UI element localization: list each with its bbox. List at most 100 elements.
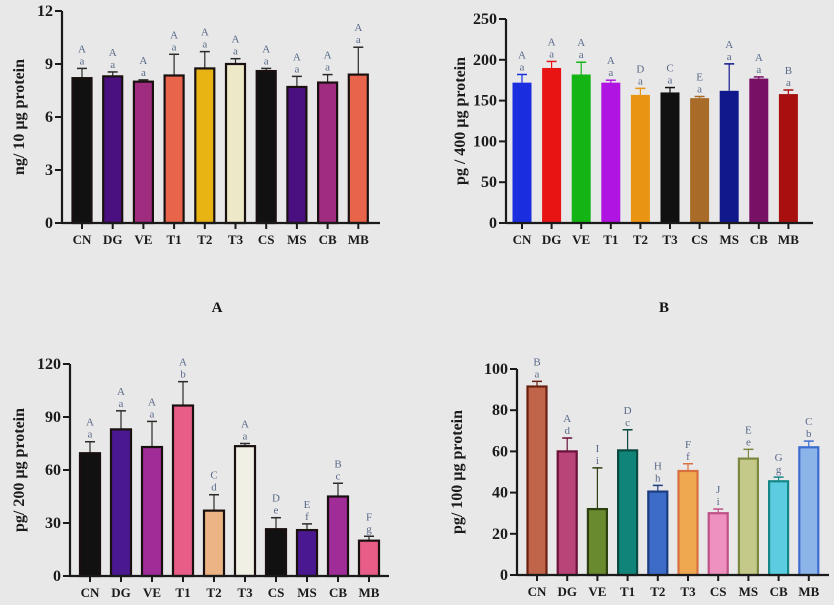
sig-letter-lower: d (564, 425, 570, 437)
sig-letter-lower: d (211, 482, 217, 494)
sig-letter-upper: A (577, 37, 585, 49)
y-tick-label: 3 (45, 162, 53, 179)
y-tick-label: 150 (473, 93, 497, 110)
sig-letter-lower: g (776, 464, 782, 476)
x-tick-label: T3 (680, 584, 696, 599)
x-tick-label: MS (287, 232, 307, 247)
x-tick-label: MB (359, 585, 380, 600)
bar-t1 (616, 449, 639, 577)
sig-letter-lower: b (180, 369, 186, 381)
panel-label-b: B (659, 300, 669, 316)
sig-letter-upper: A (548, 36, 556, 48)
y-axis-label: ng/ 10 µg protein (11, 59, 28, 175)
sig-letter-lower: a (141, 67, 146, 79)
sig-letter-lower: a (756, 64, 761, 76)
sig-letter-lower: h (655, 472, 661, 484)
bar-t1 (171, 404, 195, 578)
y-tick-label: 12 (37, 3, 53, 20)
sig-letter-lower: a (88, 429, 93, 441)
sig-letter-upper: B (533, 356, 540, 368)
sig-letter-upper: E (304, 499, 311, 511)
x-tick-label: T1 (620, 584, 635, 599)
sig-letter-lower: a (202, 39, 207, 51)
sig-letter-lower: a (668, 75, 673, 87)
sig-letter-upper: B (334, 458, 341, 470)
sig-letter-lower: a (264, 55, 269, 67)
chart-b: pg / 400 µg protein aACNaADGaAVEaAT1aDT2a… (452, 11, 813, 247)
sig-letter-upper: A (117, 386, 125, 398)
sig-letter-upper: H (654, 460, 662, 472)
y-tick-label: 0 (53, 568, 61, 585)
bar-dg (542, 67, 562, 224)
bar-mb (778, 94, 798, 224)
y-tick-label: 60 (45, 462, 61, 479)
x-tick-label: MB (798, 584, 819, 599)
y-tick-label: 0 (45, 215, 53, 232)
bar-t2 (630, 94, 650, 223)
sig-letter-lower: a (243, 431, 248, 443)
sig-letter-lower: b (806, 428, 812, 440)
bar-cn (71, 77, 93, 225)
bar-cs (707, 512, 729, 577)
x-tick-label: MS (739, 584, 759, 599)
sig-letter-lower: a (535, 368, 540, 380)
sig-letter-lower: c (336, 470, 341, 482)
bar-t2 (194, 67, 216, 225)
y-tick-label: 80 (492, 402, 508, 419)
sig-letter-lower: a (172, 41, 177, 53)
y-tick-label: 250 (473, 11, 497, 28)
sig-letter-upper: A (201, 27, 209, 39)
sig-letter-upper: D (636, 63, 644, 75)
y-tick-label: 60 (492, 443, 508, 460)
sig-letter-upper: D (624, 405, 632, 417)
bar-mb (357, 539, 381, 578)
bar-dg (102, 75, 124, 225)
sig-letter-lower: a (520, 61, 525, 73)
x-tick-label: T3 (228, 232, 244, 247)
x-tick-label: MS (719, 232, 739, 247)
sig-letter-lower: a (579, 49, 584, 61)
sig-letter-lower: i (717, 496, 720, 508)
y-tick-label: 100 (473, 133, 497, 150)
sig-letter-upper: B (785, 65, 792, 77)
sig-letter-upper: A (518, 49, 526, 61)
bar-t1 (601, 82, 621, 223)
bar-mb (798, 446, 820, 577)
sig-letter-upper: A (563, 413, 571, 425)
sig-letter-upper: F (685, 439, 691, 451)
sig-letter-upper: A (232, 34, 240, 46)
x-tick-label: MS (297, 585, 317, 600)
x-tick-label: VE (134, 232, 152, 247)
sig-letter-lower: a (638, 75, 643, 87)
x-tick-label: CS (268, 585, 285, 600)
x-tick-label: CN (528, 584, 547, 599)
x-tick-label: T1 (603, 232, 618, 247)
bar-mb (347, 73, 369, 225)
y-axis-label: pg / 400 µg protein (452, 57, 469, 185)
y-tick-label: 50 (481, 174, 497, 191)
y-tick-label: 100 (484, 361, 508, 378)
sig-letter-lower: a (119, 398, 124, 410)
bar-ms (286, 85, 308, 225)
x-tick-label: T2 (650, 584, 665, 599)
bar-ms (737, 457, 760, 577)
bar-cn (512, 82, 532, 223)
sig-letter-upper: A (139, 55, 147, 67)
sig-letter-upper: A (241, 419, 249, 431)
x-tick-label: VE (143, 585, 161, 600)
sig-letter-lower: e (274, 505, 279, 517)
sig-letter-upper: A (148, 396, 156, 408)
sig-letter-upper: I (596, 443, 600, 455)
sig-letter-upper: C (666, 63, 673, 75)
x-tick-label: T2 (633, 232, 648, 247)
x-tick-label: CS (691, 232, 708, 247)
sig-letter-upper: A (86, 417, 94, 429)
x-tick-label: T3 (662, 232, 678, 247)
x-tick-label: CS (710, 584, 727, 599)
x-tick-label: CB (329, 585, 347, 600)
sig-letter-lower: a (80, 55, 85, 67)
sig-letter-lower: f (686, 451, 690, 463)
sig-letter-lower: f (305, 511, 309, 523)
y-tick-label: 120 (37, 356, 61, 373)
x-tick-label: DG (111, 585, 131, 600)
